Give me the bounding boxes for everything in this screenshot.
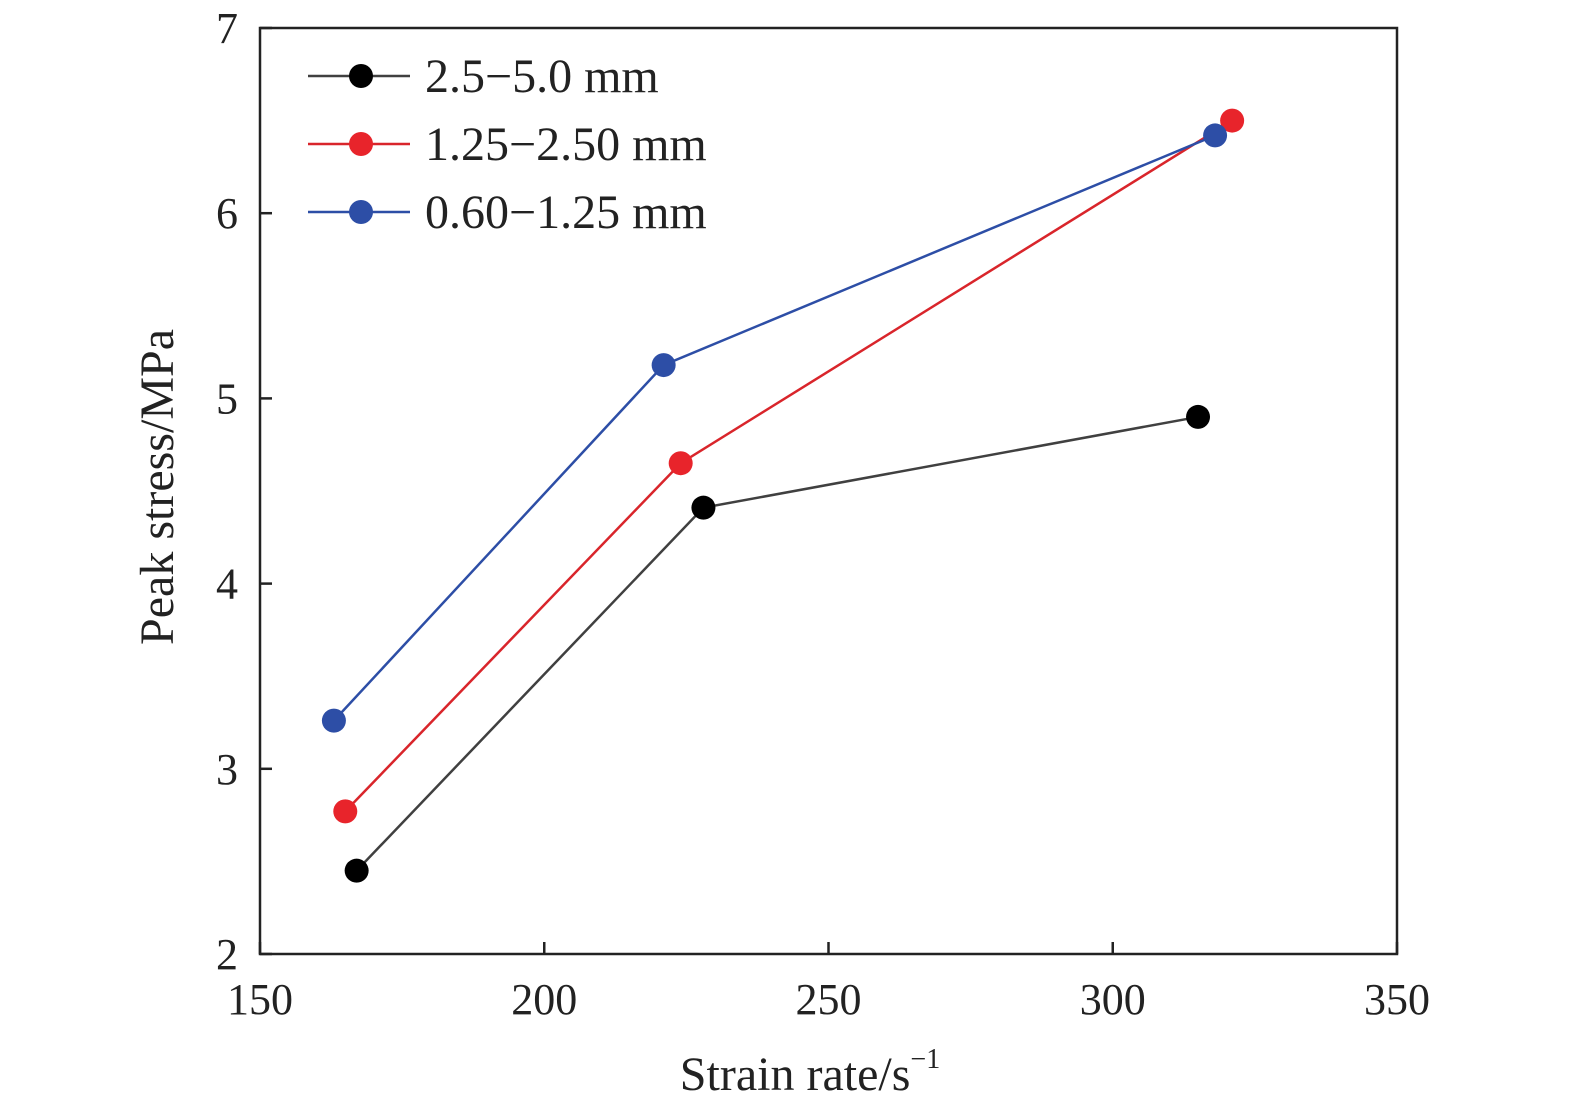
y-tick-label: 5 [216, 374, 238, 423]
x-axis-label: Strain rate/s−1 [680, 1044, 940, 1101]
x-tick-label: 350 [1364, 975, 1430, 1024]
y-tick-label: 7 [216, 4, 238, 53]
y-tick-label: 4 [216, 560, 238, 609]
x-tick-label: 150 [227, 975, 293, 1024]
legend-label-1: 1.25−2.50 mm [425, 118, 707, 171]
data-point-series-1 [668, 451, 693, 476]
data-point-series-2 [651, 353, 676, 378]
y-tick-label: 2 [216, 930, 238, 979]
legend-marker-2 [349, 200, 373, 224]
x-tick-label: 300 [1080, 975, 1146, 1024]
data-point-series-1 [333, 799, 358, 824]
data-point-series-2 [1203, 123, 1228, 148]
legend: 2.5−5.0 mm 1.25−2.50 mm 0.60−1.25 mm [308, 50, 707, 239]
y-tick-label: 6 [216, 189, 238, 238]
data-point-series-2 [321, 708, 346, 733]
y-axis-label: Peak stress/MPa [131, 329, 184, 645]
x-tick-label: 250 [796, 975, 862, 1024]
data-point-series-0 [1186, 404, 1211, 429]
x-tick-label: 200 [511, 975, 577, 1024]
legend-label-0: 2.5−5.0 mm [425, 50, 659, 103]
plot-area [321, 108, 1245, 883]
data-point-series-0 [344, 858, 369, 883]
legend-label-2: 0.60−1.25 mm [425, 186, 707, 239]
y-tick-label: 3 [216, 745, 238, 794]
data-point-series-0 [691, 495, 716, 520]
legend-marker-1 [349, 132, 373, 156]
data-point-series-1 [1220, 108, 1245, 133]
legend-marker-0 [349, 64, 373, 88]
axes: 150 200 250 300 350 2 3 4 5 6 7 [216, 4, 1430, 1024]
series-line-0 [355, 415, 1199, 872]
